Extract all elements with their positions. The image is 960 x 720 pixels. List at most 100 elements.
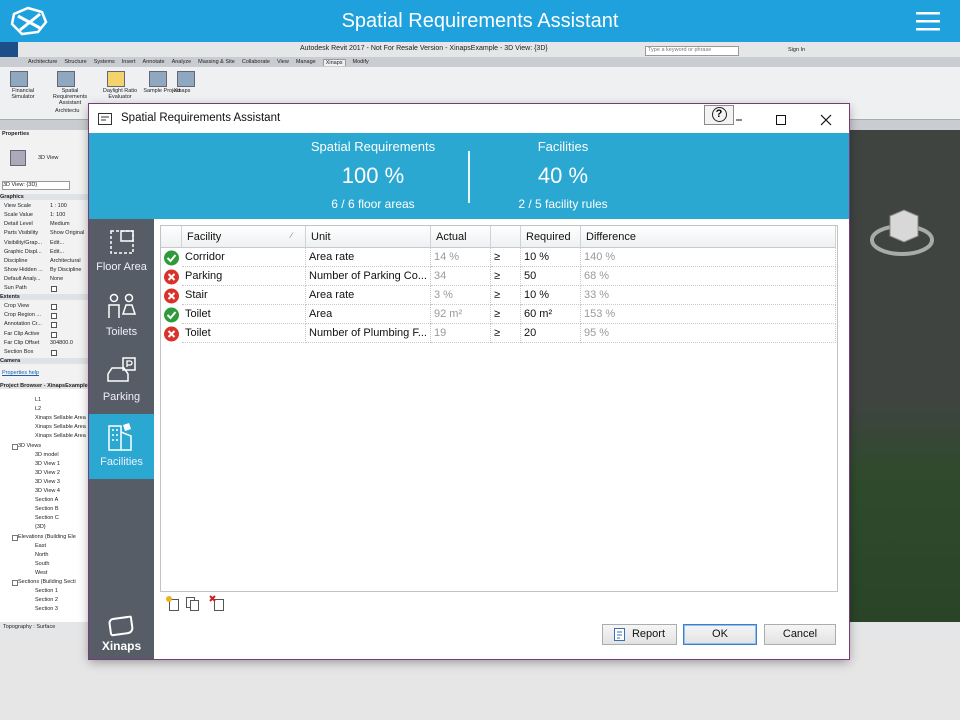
nav-item[interactable]: Parking (89, 349, 154, 414)
property-value[interactable]: Show Original (50, 230, 85, 237)
ribbon-tab[interactable]: Insert (121, 59, 136, 65)
cancel-button[interactable]: Cancel (764, 624, 836, 645)
browser-item[interactable]: L2 (35, 406, 42, 413)
browser-item[interactable]: South (35, 560, 50, 567)
property-checkbox[interactable] (51, 313, 57, 320)
ribbon-tab[interactable]: Analyze (171, 59, 192, 65)
expand-toggle[interactable] (12, 443, 18, 450)
column-header[interactable]: Actual (431, 226, 491, 248)
ribbon-tab[interactable]: Collaborate (241, 59, 270, 65)
expand-toggle[interactable] (12, 534, 18, 541)
column-header[interactable]: Facility (182, 226, 306, 248)
browser-item[interactable]: East (35, 542, 47, 549)
browser-item[interactable]: Xinaps Sellable Area (35, 433, 86, 440)
property-checkbox[interactable] (51, 304, 57, 311)
ribbon-icon[interactable] (57, 71, 75, 87)
table-tools[interactable] (165, 595, 235, 613)
column-header[interactable]: Difference (581, 226, 836, 248)
browser-item[interactable]: West (35, 569, 48, 576)
property-checkbox[interactable] (51, 286, 57, 292)
cell-operator: ≥ (491, 248, 521, 267)
browser-item[interactable]: Section 2 (35, 597, 58, 604)
property-name: Show Hidden ... (4, 266, 43, 273)
ribbon-tab[interactable]: Architecture (28, 59, 58, 65)
ribbon-tab[interactable]: Massing & Site (198, 59, 235, 65)
browser-item[interactable]: North (35, 551, 49, 558)
ribbon-tab[interactable]: Annotate (142, 59, 165, 65)
sign-in[interactable]: Sign In (788, 47, 806, 53)
ribbon-button-label[interactable]: Xinaps (173, 88, 191, 94)
property-value[interactable]: Medium (50, 221, 70, 228)
cell-unit: Number of Parking Co... (306, 267, 431, 286)
property-value[interactable]: Edit... (50, 248, 65, 255)
menu-button[interactable] (916, 11, 940, 31)
ok-button[interactable]: OK (683, 624, 757, 645)
ribbon-icon[interactable] (107, 71, 125, 87)
summary-value: 100 % (341, 163, 405, 188)
property-value[interactable]: Edit... (50, 239, 65, 246)
browser-item[interactable]: Section B (35, 506, 59, 513)
ribbon-tab[interactable]: Systems (93, 59, 115, 65)
ribbon-tab[interactable]: Xinaps (322, 59, 346, 66)
view-cube[interactable] (870, 202, 940, 262)
ribbon-tab[interactable]: Modify (352, 59, 369, 65)
ribbon-button-label[interactable]: Spatial Requirements Assistant (52, 88, 88, 106)
browser-item[interactable]: 3D View 1 (35, 460, 60, 467)
property-value[interactable]: None (50, 275, 64, 282)
browser-item[interactable]: 3D View 2 (35, 469, 60, 476)
cell-difference: 33 % (581, 286, 836, 305)
nav-item[interactable]: Toilets (89, 284, 154, 349)
browser-item[interactable]: Elevations (Building Ele (18, 533, 76, 540)
browser-item[interactable]: Section 3 (35, 606, 58, 613)
property-value[interactable]: Architectural (50, 257, 81, 264)
cell-unit: Area (306, 305, 431, 324)
browser-item[interactable]: 3D View 3 (35, 478, 60, 485)
ribbon-icon[interactable] (149, 71, 167, 87)
cell-required: 60 m² (521, 305, 581, 324)
browser-item[interactable]: Section C (35, 515, 59, 522)
nav-label: Parking (102, 391, 141, 403)
help-button[interactable]: ? (704, 105, 734, 125)
property-value[interactable]: 304800.0 (50, 339, 73, 346)
property-value[interactable]: By Discipline (50, 266, 82, 273)
browser-item[interactable]: Xinaps Sellable Area (35, 424, 86, 431)
property-name: Visibility/Grap... (4, 239, 43, 246)
ribbon-icon[interactable] (10, 71, 28, 87)
ribbon-tab[interactable]: Manage (295, 59, 316, 65)
property-checkbox[interactable] (51, 322, 57, 329)
ribbon-tab[interactable]: Structure (64, 59, 87, 65)
property-value[interactable]: 1: 100 (50, 212, 66, 219)
nav-item[interactable]: Facilities (89, 414, 154, 479)
ribbon-icon[interactable] (177, 71, 195, 87)
browser-item[interactable]: 3D model (35, 451, 59, 458)
property-value[interactable]: 1 : 100 (50, 203, 67, 210)
expand-toggle[interactable] (12, 580, 18, 586)
window-controls[interactable] (734, 112, 839, 128)
browser-item[interactable]: 3D View 4 (35, 488, 60, 494)
browser-item[interactable]: {3D} (35, 524, 46, 531)
browser-item[interactable]: Section A (35, 497, 59, 504)
ribbon-tab[interactable]: View (276, 59, 289, 65)
property-name: Far Clip Active (4, 330, 40, 337)
column-header[interactable]: Unit (306, 226, 431, 248)
search-box[interactable] (645, 46, 739, 56)
browser-item[interactable]: Section 1 (35, 588, 58, 595)
ribbon-button-label[interactable]: Financial Simulator (11, 88, 35, 100)
status-icon (161, 267, 182, 286)
report-button[interactable]: Report (602, 624, 677, 645)
browser-item[interactable]: 3D Views (18, 442, 42, 449)
browser-item[interactable]: Xinaps Sellable Area (35, 415, 86, 422)
properties-help[interactable]: Properties help (2, 370, 39, 376)
property-name: Far Clip Offset (4, 339, 40, 346)
view-selector[interactable]: 3D View: {3D} (2, 181, 70, 190)
nav-item[interactable]: Floor Area (89, 219, 154, 284)
cell-operator: ≥ (491, 286, 521, 305)
ribbon-button-label[interactable]: Daylight Ratio Evaluator (102, 88, 138, 100)
column-header[interactable]: Required (521, 226, 581, 248)
browser-item[interactable]: Sections (Building Secti (18, 579, 76, 585)
rules-table: Facility Unit Actual Required Difference ∕ Cor… (160, 225, 838, 592)
ribbon-button-label[interactable]: Sample Project (143, 88, 181, 94)
property-checkbox[interactable] (51, 331, 57, 338)
browser-item[interactable]: L1 (35, 397, 42, 403)
property-checkbox[interactable] (51, 349, 57, 356)
